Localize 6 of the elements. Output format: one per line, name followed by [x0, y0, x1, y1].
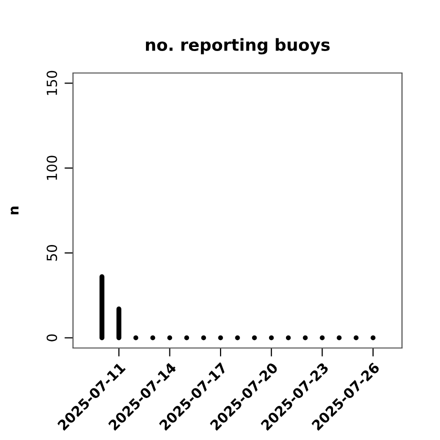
y-tick-label: 0 — [46, 334, 58, 342]
y-tick-label: 50 — [46, 245, 58, 261]
y-tick-label: 100 — [46, 156, 58, 180]
y-tick-label: 150 — [46, 70, 58, 95]
y-axis-title: n — [10, 206, 18, 214]
chart-title: no. reporting buoys — [146, 38, 330, 54]
